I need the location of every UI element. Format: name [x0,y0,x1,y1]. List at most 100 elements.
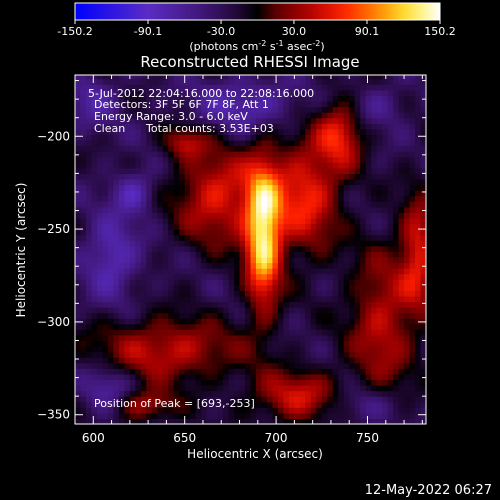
heatmap-cell [135,273,142,280]
heatmap-cell [393,262,400,269]
heatmap-cell [113,251,120,258]
heatmap-cell [299,351,306,358]
heatmap-cell [113,295,120,303]
heatmap-cell [261,351,268,358]
heatmap-cell [80,412,87,420]
heatmap-cell [250,279,257,286]
heatmap-cell [190,301,197,308]
heatmap-cell [129,323,136,330]
heatmap-cell [305,195,312,202]
heatmap-cell [228,290,235,297]
heatmap-cell [107,340,114,347]
heatmap-cell [135,279,142,286]
heatmap-cell [168,139,175,147]
heatmap-cell [217,201,224,208]
heatmap-cell [151,290,158,297]
heatmap-cell [179,240,186,247]
heatmap-cell [96,134,104,141]
heatmap-cell [404,112,411,119]
heatmap-cell [91,151,98,158]
heatmap-cell [277,323,284,330]
heatmap-cell [234,178,241,186]
heatmap-cell [283,162,290,169]
heatmap-cell [310,84,317,91]
heatmap-cell [239,223,246,230]
heatmap-cell [228,401,235,408]
heatmap-cell [365,362,372,369]
heatmap-cell [113,212,120,219]
heatmap-cell [409,351,416,358]
heatmap-cell [124,245,131,252]
heatmap-cell [354,234,361,241]
heatmap-cell [294,412,301,420]
heatmap-cell [382,251,389,258]
heatmap-cell [250,396,257,403]
heatmap-cell [113,245,120,252]
heatmap-cell [327,139,334,147]
heatmap-cell [96,117,104,124]
heatmap-cell [398,379,405,386]
heatmap-cell [75,206,82,213]
heatmap-cell [124,95,131,102]
heatmap-cell [305,262,312,269]
heatmap-cell [343,329,350,336]
heatmap-cell [206,223,213,230]
heatmap-cell [415,279,422,286]
heatmap-cell [349,151,356,158]
heatmap-cell [255,167,263,174]
heatmap-cell [398,245,405,252]
heatmap-cell [85,184,93,191]
heatmap-cell [371,206,378,213]
heatmap-cell [294,312,301,319]
heatmap-cell [393,279,400,286]
heatmap-cell [316,340,323,347]
heatmap-cell [365,385,372,392]
heatmap-cell [382,112,389,119]
heatmap-cell [239,100,246,108]
heatmap-cell [409,151,416,158]
heatmap-cell [168,89,175,97]
heatmap-cell [96,156,104,163]
heatmap-cell [223,279,230,286]
heatmap-cell [354,379,361,386]
heatmap-cell [332,167,339,174]
heatmap-cell [195,229,202,236]
heatmap-cell [124,290,131,297]
heatmap-cell [299,329,306,336]
heatmap-cell [223,251,230,258]
heatmap-cell [129,184,136,191]
heatmap-cell [201,368,208,375]
heatmap-cell [294,117,301,124]
heatmap-cell [113,151,120,158]
heatmap-cell [223,357,230,364]
heatmap-cell [190,195,197,202]
heatmap-cell [85,178,93,186]
heatmap-cell [228,279,235,286]
heatmap-cell [283,234,290,241]
heatmap-cell [245,234,252,241]
heatmap-cell [239,279,246,286]
heatmap-cell [299,95,306,102]
heatmap-cell [266,190,274,197]
heatmap-cell [409,390,416,397]
heatmap-cell [343,78,350,85]
heatmap-cell [316,396,323,403]
heatmap-cell [255,318,263,325]
heatmap-cell [415,396,422,403]
heatmap-cell [195,89,202,97]
heatmap-cell [321,407,328,414]
heatmap-cell [96,151,104,158]
heatmap-cell [365,268,372,275]
heatmap-cell [393,75,400,80]
heatmap-cell [255,89,263,97]
heatmap-cell [382,418,389,424]
heatmap-cell [234,139,241,147]
heatmap-cell [272,190,279,197]
heatmap-cell [168,190,175,197]
heatmap-cell [382,351,389,358]
heatmap-cell [113,373,120,381]
heatmap-cell [96,84,104,91]
heatmap-cell [217,112,224,119]
heatmap-cell [266,240,274,247]
heatmap-cell [409,89,416,97]
